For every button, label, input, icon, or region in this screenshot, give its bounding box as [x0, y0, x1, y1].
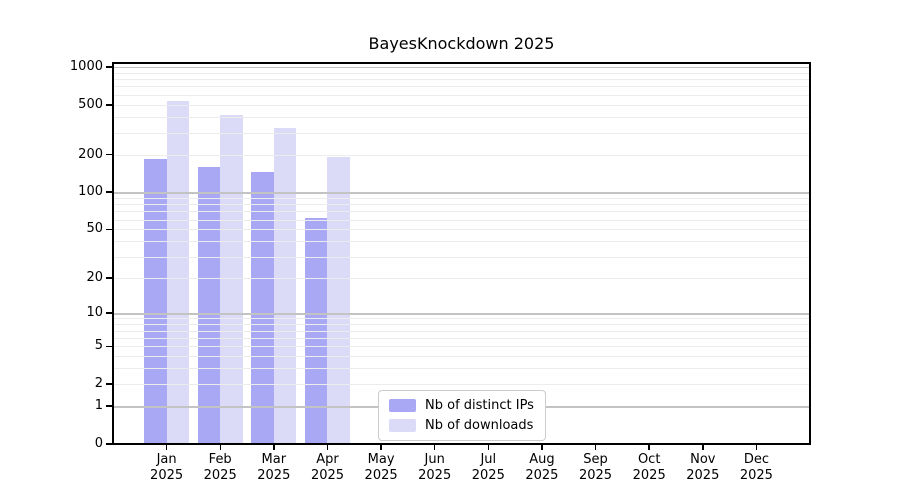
- gridline-minor: [113, 337, 810, 339]
- x-tick-label: Sep 2025: [578, 452, 613, 483]
- gridline-minor: [113, 104, 810, 106]
- x-tick: [702, 444, 704, 450]
- x-tick: [273, 444, 275, 450]
- y-tick: [106, 345, 112, 347]
- x-tick-label: Jul 2025: [471, 452, 505, 483]
- x-tick: [541, 444, 543, 450]
- x-tick: [755, 444, 758, 450]
- x-tick: [326, 444, 329, 450]
- y-tick-label: 5: [94, 338, 103, 354]
- y-tick: [106, 405, 112, 407]
- y-tick: [106, 153, 112, 156]
- x-tick: [380, 444, 382, 450]
- y-tick: [106, 277, 112, 279]
- bar-distinct-ips-mar: [251, 171, 274, 444]
- x-tick-label: Jan 2025: [150, 452, 184, 483]
- gridline-minor: [113, 154, 810, 156]
- y-tick: [106, 312, 112, 314]
- y-tick-label: 1: [94, 398, 103, 414]
- gridline-minor: [113, 197, 810, 199]
- gridline-minor: [113, 132, 810, 134]
- x-tick-label: Aug 2025: [525, 452, 559, 483]
- x-tick: [165, 444, 168, 450]
- y-tick: [106, 66, 112, 68]
- gridline-minor: [113, 86, 810, 88]
- x-tick: [433, 444, 436, 450]
- gridline-minor: [113, 72, 810, 74]
- gridline-minor: [113, 229, 810, 231]
- legend-label-distinct-ips: Nb of distinct IPs: [425, 398, 534, 413]
- y-tick: [106, 443, 112, 445]
- legend-item-downloads: Nb of downloads: [389, 417, 534, 434]
- y-tick-label: 10: [86, 305, 103, 321]
- gridline-minor: [113, 241, 810, 243]
- y-tick-label: 200: [78, 146, 103, 162]
- gridline-minor: [113, 94, 810, 96]
- bar-downloads-apr: [327, 156, 350, 444]
- gridline-minor: [113, 318, 810, 320]
- legend-swatch-distinct-ips: [389, 399, 416, 412]
- y-tick: [106, 104, 112, 106]
- y-tick-label: 0: [94, 436, 103, 451]
- x-tick-label: Jun 2025: [418, 452, 452, 483]
- x-tick-label: May 2025: [364, 452, 398, 483]
- y-tick-label: 1000: [69, 58, 103, 74]
- bar-downloads-jan: [166, 100, 190, 444]
- x-tick-label: Mar 2025: [257, 452, 291, 483]
- plot-area: Nb of distinct IPs Nb of downloads 0 1 2 5 1…: [70, 59, 811, 483]
- legend-swatch-downloads: [389, 419, 416, 432]
- y-tick: [106, 228, 112, 231]
- bar-downloads-feb: [220, 115, 243, 444]
- bar-distinct-ips-jan: [144, 158, 167, 444]
- y-tick: [106, 383, 112, 385]
- y-tick-label: 20: [86, 269, 103, 285]
- x-tick-label: Feb 2025: [203, 452, 237, 483]
- gridline-minor: [113, 256, 810, 258]
- x-tick-label: Dec 2025: [739, 452, 773, 483]
- x-tick-label: Oct 2025: [632, 452, 666, 483]
- gridline-minor: [113, 384, 810, 385]
- gridline-minor: [113, 368, 810, 370]
- x-tick: [648, 444, 650, 450]
- bar-distinct-ips-feb: [197, 166, 221, 444]
- gridline-minor: [113, 79, 810, 81]
- gridline-major: [113, 313, 810, 315]
- chart-title: BayesKnockdown 2025: [368, 34, 555, 53]
- x-tick-label: Nov 2025: [686, 452, 720, 483]
- legend-item-distinct-ips: Nb of distinct IPs: [389, 397, 534, 414]
- x-tick: [219, 444, 221, 450]
- y-tick-label: 500: [78, 96, 103, 112]
- y-tick-label: 2: [94, 376, 103, 391]
- gridline-minor: [113, 219, 810, 221]
- x-tick-label: Apr 2025: [310, 452, 345, 483]
- gridline-major: [113, 66, 810, 69]
- y-tick-label: 50: [86, 221, 103, 237]
- gridline-minor: [113, 211, 810, 213]
- gridline-major: [113, 192, 810, 194]
- y-tick-label: 100: [78, 184, 103, 200]
- gridline-minor: [113, 324, 810, 326]
- legend: Nb of distinct IPs Nb of downloads: [378, 390, 546, 441]
- gridline-minor: [113, 330, 810, 332]
- gridline-minor: [113, 277, 810, 279]
- gridline-minor: [113, 356, 810, 358]
- bar-downloads-mar: [273, 127, 297, 444]
- x-tick: [594, 444, 597, 450]
- gridline-minor: [113, 346, 810, 348]
- y-tick: [106, 191, 112, 193]
- x-tick: [487, 444, 490, 450]
- gridline-minor: [113, 116, 810, 118]
- legend-label-downloads: Nb of downloads: [425, 418, 534, 433]
- gridline-minor: [113, 204, 810, 206]
